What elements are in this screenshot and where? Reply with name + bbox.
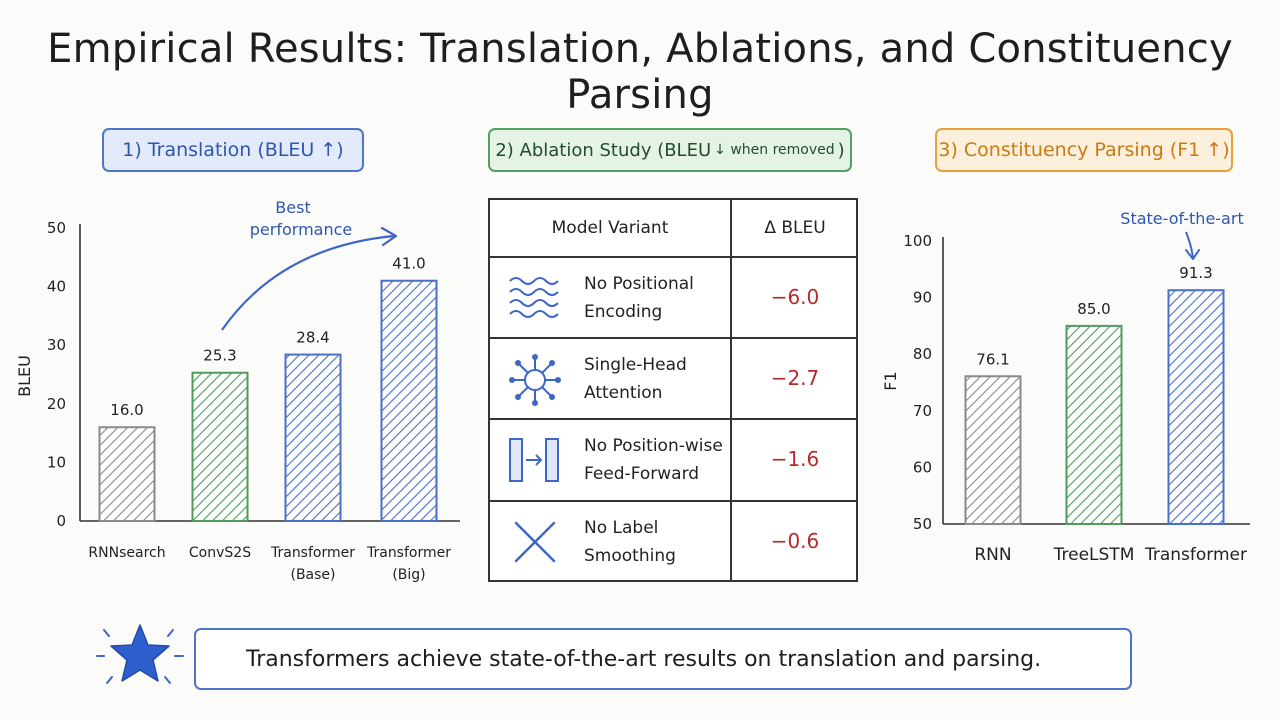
ablation-label-main: 2) Ablation Study (BLEU (495, 139, 712, 161)
cross-icon (508, 515, 562, 569)
x-category-label: RNNsearch (88, 545, 165, 561)
y-axis-label: BLEU (15, 355, 34, 397)
ablation-delta-value: −1.6 (770, 446, 820, 471)
ablation-label-small: ↓ when removed (714, 142, 835, 158)
feed-forward-icon (508, 433, 562, 487)
x-category-label: (Big) (392, 567, 425, 583)
bar-value-label: 91.3 (1179, 264, 1212, 282)
bar (98, 426, 156, 522)
bar-value-label: 76.1 (976, 350, 1009, 368)
x-category-label: Transformer (1144, 545, 1247, 565)
bar (1167, 289, 1225, 525)
bar (1065, 324, 1123, 525)
ablation-delta-value: −6.0 (770, 284, 820, 309)
y-axis-label: F1 (881, 371, 900, 390)
annotation-text: Best (275, 198, 310, 217)
y-tick-label: 20 (47, 395, 66, 413)
ablation-variant-name-line: No Positional (584, 273, 694, 294)
bar (964, 375, 1022, 525)
parsing-panel-label: 3) Constituency Parsing (F1 ↑) (935, 128, 1233, 172)
y-tick-label: 80 (913, 345, 932, 363)
arrowhead-icon (380, 226, 398, 247)
y-tick-label: 30 (47, 336, 66, 354)
ablation-table: Model Variant Δ BLEU No Positional Encodi… (488, 198, 858, 582)
attention-node-icon (508, 352, 562, 406)
translation-panel-label: 1) Translation (BLEU ↑) (102, 128, 364, 172)
ablation-row: Single-Head Attention −2.7 (490, 337, 856, 418)
star-icon (96, 624, 184, 684)
ablation-variant-name: No Label Smoothing (584, 514, 676, 570)
y-tick-label: 10 (47, 453, 66, 471)
summary-callout: Transformers achieve state-of-the-art re… (194, 628, 1132, 690)
y-tick-label: 50 (913, 515, 932, 533)
y-tick-label: 0 (56, 512, 66, 530)
ablation-variant-name-line: Single-Head (584, 354, 687, 375)
y-tick-label: 50 (47, 219, 66, 237)
ablation-variant-name: No Position-wise Feed-Forward (584, 432, 723, 488)
translation-bleu-chart: 0 10 20 30 40 50 BLEU 16.0 RNNsearch 25.3 ConvS2S 2… (15, 198, 460, 583)
arrowhead-icon (1185, 249, 1200, 260)
x-category-label: ConvS2S (189, 545, 251, 561)
x-category-label: (Base) (290, 567, 335, 583)
ablation-variant-name-line: No Position-wise (584, 435, 723, 456)
ablation-delta-value: −2.7 (770, 365, 820, 390)
bar-value-label: 25.3 (203, 347, 236, 365)
ablation-variant-name-line: Feed-Forward (584, 463, 700, 484)
bar-value-label: 28.4 (296, 329, 329, 347)
bar (284, 353, 342, 522)
x-category-label: Transformer (366, 545, 451, 561)
parsing-f1-chart: 50 60 70 80 90 100 F1 76.1 RNN 85.0 TreeLSTM 91.3 Tr… (881, 209, 1250, 565)
y-tick-label: 40 (47, 278, 66, 296)
annotation-text: State-of-the-art (1120, 209, 1243, 228)
bar-value-label: 41.0 (392, 255, 425, 273)
x-category-label: Transformer (270, 545, 355, 561)
ablation-row: No Position-wise Feed-Forward −1.6 (490, 418, 856, 499)
ablation-row: No Label Smoothing −0.6 (490, 500, 856, 581)
ablation-variant-name-line: No Label (584, 517, 659, 538)
annotation-arrow (1185, 231, 1194, 259)
bar-value-label: 16.0 (110, 401, 143, 419)
annotation-text: performance (250, 220, 352, 239)
bar (380, 279, 438, 522)
y-tick-label: 100 (903, 232, 932, 250)
annotation-arrow (221, 234, 395, 331)
ablation-col-delta: Δ BLEU (764, 218, 826, 238)
x-category-label: TreeLSTM (1053, 545, 1135, 565)
x-category-label: RNN (974, 545, 1011, 565)
ablation-variant-name: No Positional Encoding (584, 270, 694, 326)
ablation-col-variant: Model Variant (551, 218, 669, 238)
bar (191, 371, 249, 522)
ablation-variant-name: Single-Head Attention (584, 351, 687, 407)
ablation-label-end: ) (837, 139, 845, 161)
ablation-header-row: Model Variant Δ BLEU (490, 200, 856, 256)
bar-value-label: 85.0 (1077, 300, 1110, 318)
ablation-column-divider (730, 200, 732, 580)
ablation-delta-value: −0.6 (770, 528, 820, 553)
y-tick-label: 60 (913, 458, 932, 476)
page-title: Empirical Results: Translation, Ablation… (47, 26, 1233, 118)
ablation-variant-name-line: Encoding (584, 301, 663, 322)
y-tick-label: 70 (913, 402, 932, 420)
wave-icon (508, 271, 562, 325)
ablation-row: No Positional Encoding −6.0 (490, 256, 856, 337)
ablation-variant-name-line: Attention (584, 382, 663, 403)
ablation-panel-label: 2) Ablation Study (BLEU ↓ when removed ) (488, 128, 852, 172)
y-tick-label: 90 (913, 289, 932, 307)
ablation-variant-name-line: Smoothing (584, 545, 676, 566)
